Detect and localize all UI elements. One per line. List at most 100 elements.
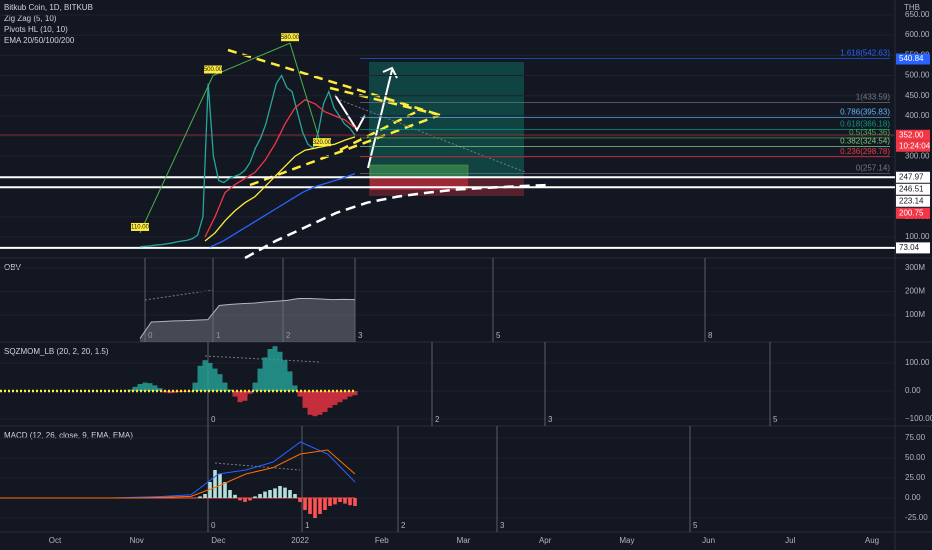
x-tick-label: Mar [457,536,471,545]
obv-area [140,298,355,342]
pivot-label: 500.00 [204,67,223,73]
x-tick-label: Feb [375,536,389,545]
macd-line [0,449,356,499]
sqz-bar [217,374,223,391]
target-zone [369,62,524,178]
pivot-label: 320.00 [313,140,332,146]
macd-bar [338,498,342,502]
macd-bar [258,494,262,498]
macd-bar [213,470,217,498]
macd-bar [228,490,232,498]
time-zone-label: 5 [693,521,698,530]
pane-title: MACD (12, 26, close, 9, EMA, EMA) [4,431,133,440]
trend-line [339,99,526,173]
price-tag-label: 223.14 [899,196,924,205]
sqz-bar [147,383,153,391]
sqz-bar [207,363,213,391]
macd-bar [318,498,322,514]
y-tick-label: 25.00 [905,473,926,482]
x-tick-label: Nov [130,536,144,545]
macd-bar [203,494,207,498]
price-tag-label: 246.51 [899,184,924,193]
sqz-bar [342,391,348,400]
price-tag [896,207,930,219]
y-tick-label: 0.00 [905,386,921,395]
time-zone-label: 3 [358,331,363,340]
fib-label: 0.382(324.54) [840,136,890,145]
y-tick-label: 600.00 [905,30,930,39]
sqz-bar [227,389,233,391]
sqz-bar [232,391,238,397]
sqz-bar [352,391,358,396]
x-tick-label: Apr [539,536,552,545]
sqz-bar [322,391,328,412]
sqz-bar [312,391,318,417]
macd-bar [208,482,212,498]
sqz-bar [237,391,243,403]
countdown-tag [896,140,930,152]
price-tag-label: 200.75 [899,208,924,217]
macd-bar [328,498,332,506]
wedge-upper [329,86,441,117]
sqz-bar [152,385,158,391]
currency: THB [904,3,920,12]
macd-bar [198,496,202,498]
sqz-bar [332,391,338,405]
sqz-bar [302,391,308,408]
y-tick-label: 300M [905,263,925,272]
sqz-bar [277,351,283,391]
price-tag-label: 73.04 [899,243,920,252]
fib-label: 1(433.59) [856,92,891,101]
pivot-label: 580.00 [281,35,300,41]
y-tick-label: -25.00 [905,513,928,522]
macd-bar [303,498,307,510]
y-tick-label: 100.00 [905,232,930,241]
price-tag-label: 247.97 [899,172,924,181]
time-zone-label: 5 [496,331,501,340]
sqz-bar [222,382,228,391]
sqz-bar [142,382,148,391]
price-line [139,74,356,248]
y-tick-label: 400.00 [905,111,930,120]
x-tick-label: Dec [211,536,225,545]
sqz-bar [212,368,218,391]
sqz-bar [252,382,258,391]
price-tag [896,183,930,195]
y-tick-label: 0.00 [905,493,921,502]
x-tick-label: Jun [702,536,715,545]
time-zone-label: 2 [401,521,406,530]
sqz-bar [292,385,298,391]
sqz-bar [267,349,273,391]
indicator: Zig Zag (5, 10) [4,14,57,23]
countdown: 10:24:04 [899,141,931,150]
x-tick-label: Jul [785,536,795,545]
indicator: EMA 20/50/100/200 [4,36,75,45]
macd-bar [283,487,287,498]
macd-bar [263,491,267,498]
macd-bar [293,494,297,498]
sqz-bar [327,391,333,408]
price-line [204,98,356,238]
triangle-upper [227,48,441,117]
price-tag [896,129,930,141]
fib-label: 0.618(366.18) [840,120,890,129]
x-tick-label: 2022 [291,536,309,545]
macd-bar [333,498,337,505]
macd-bar [248,498,252,501]
zigzag [139,42,323,234]
pivot-box [204,65,222,74]
y-tick-label: 500.00 [905,71,930,80]
sqz-bar [157,388,163,391]
sqz-bar [137,384,143,391]
pivot-box [131,222,149,231]
y-tick-label: 100.00 [905,358,930,367]
y-tick-label: −100.00 [905,414,932,423]
price-line [209,173,356,248]
sqz-bar [282,360,288,391]
sqz-bar [197,365,203,391]
y-tick-label: 200M [905,287,925,296]
pivot-box [281,33,299,42]
sqz-bar [337,391,343,403]
